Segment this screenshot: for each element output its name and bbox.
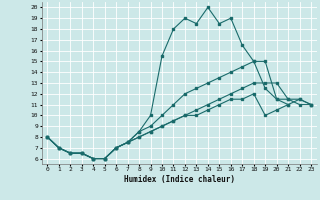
- X-axis label: Humidex (Indice chaleur): Humidex (Indice chaleur): [124, 175, 235, 184]
